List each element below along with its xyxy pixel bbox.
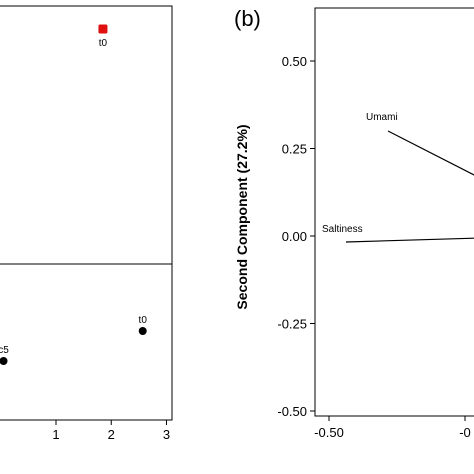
panel-b-y-ticks: 0.50 0.25 0.00 -0.25 -0.50 (277, 54, 315, 419)
panel-a-point (98, 24, 108, 34)
x-tick-label: -0 (459, 425, 471, 440)
panel-a-x-tick-label: 3 (163, 427, 170, 442)
panel-b-x-ticks: -0.50 -0 (314, 416, 471, 440)
vector-label: Umami (366, 112, 398, 123)
panel-b: (b) Second Component (27.2%) 0.50 0.25 0.0… (234, 6, 474, 440)
panel-a-x-tick-label: 2 (108, 427, 115, 442)
panel-a-point-label: c5 (0, 345, 9, 356)
panel-a-point-label: t0 (139, 315, 148, 326)
vector-label: Saltiness (322, 224, 363, 235)
panel-a: 1 2 3 t0 t0 c5 (0, 5, 173, 442)
vector-line (345, 237, 474, 243)
panel-a-points: t0 t0 c5 (0, 24, 148, 365)
panel-a-point (0, 357, 8, 365)
y-tick-label: -0.50 (277, 404, 307, 419)
panel-a-x-ticks: 1 2 3 (52, 420, 170, 442)
panel-a-point-label: t0 (99, 38, 108, 49)
panel-a-frame (0, 5, 173, 421)
panel-b-label: (b) (234, 6, 261, 31)
y-axis-title: Second Component (27.2%) (234, 124, 250, 309)
x-tick-label: -0.50 (314, 425, 344, 440)
y-tick-label: 0.25 (282, 142, 307, 157)
y-tick-label: 0.00 (282, 229, 307, 244)
panel-b-vectors: Umami Saltiness (322, 112, 474, 243)
y-tick-label: 0.50 (282, 54, 307, 69)
panel-a-point (138, 327, 147, 335)
panel-a-x-tick-label: 1 (52, 427, 59, 442)
y-tick-label: -0.25 (277, 317, 307, 332)
vector-line (387, 130, 474, 176)
panel-b-frame (314, 7, 474, 417)
